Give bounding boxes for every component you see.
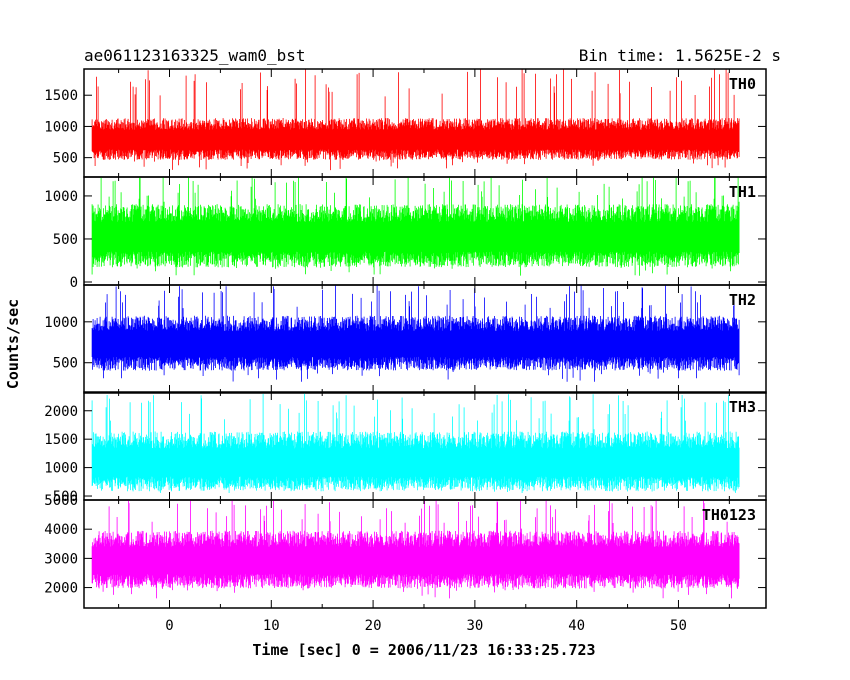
x-tick-label: 20 [365,618,382,634]
y-tick-label: 500 [53,356,78,372]
panel-label: TH0 [729,75,756,93]
panel-label: TH3 [729,398,756,416]
x-tick-label: 0 [165,618,173,634]
panel-label: TH0123 [702,506,756,524]
y-tick-label: 500 [53,489,78,505]
panel-th0123: 2000 3000 4000 5000 TH0123 [44,493,767,609]
y-tick-label: 3000 [44,551,78,567]
y-tick-label: 1000 [44,461,78,477]
panel-th2: 500 1000 TH2 [44,284,767,394]
panel-th0: 500 1000 1500 TH0 [44,68,767,178]
y-axis-label: Counts/sec [4,299,22,389]
y-tick-label: 2000 [44,404,78,420]
panel-label: TH1 [729,183,756,201]
panel-th1: 0 500 1000 TH1 [44,176,767,291]
panel-th3: 500 1000 1500 2000 TH3 [44,391,767,505]
series-th2 [91,285,740,382]
y-tick-label: 4000 [44,522,78,538]
x-tick-label: 10 [263,618,280,634]
y-tick-label: 1000 [44,119,78,135]
bin-time-label: Bin time: 1.5625E-2 s [579,46,781,65]
y-tick-label: 0 [70,275,78,291]
x-tick-label: 50 [670,618,687,634]
y-tick-label: 1500 [44,432,78,448]
y-tick-label: 1000 [44,189,78,205]
series-th0123 [91,500,740,599]
panel-frame [83,284,767,394]
y-tick-label: 2000 [44,581,78,597]
panel-frame [83,499,767,609]
y-tick-label: 1000 [44,315,78,331]
panel-label: TH2 [729,291,756,309]
y-tick-label: 1500 [44,88,78,104]
y-tick-label: 500 [53,151,78,167]
x-tick-label: 30 [466,618,483,634]
series-th3 [91,393,740,493]
y-tick-label: 500 [53,232,78,248]
series-th0 [91,69,740,171]
series-th1 [91,177,740,276]
y-tick-label: 5000 [44,493,78,509]
x-tick-label: 40 [568,618,585,634]
chart-title: ae061123163325_wam0_bst [84,46,306,65]
x-axis-label: Time [sec] 0 = 2006/11/23 16:33:25.723 [252,641,595,659]
